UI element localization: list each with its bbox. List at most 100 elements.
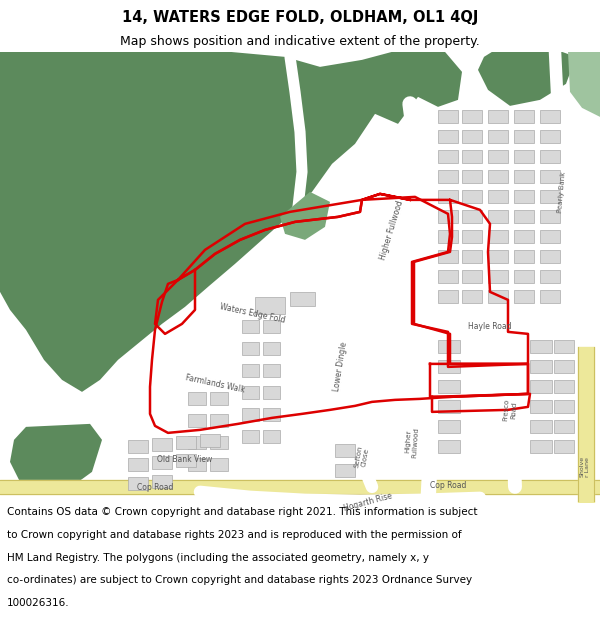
Bar xyxy=(263,320,280,333)
Bar xyxy=(361,502,381,515)
Bar xyxy=(263,342,280,355)
Bar xyxy=(188,392,206,405)
Text: Pearly Bank: Pearly Bank xyxy=(557,171,567,212)
Bar xyxy=(333,502,353,515)
Bar xyxy=(501,502,521,515)
Bar xyxy=(488,270,508,283)
Bar xyxy=(438,290,458,303)
Bar xyxy=(540,170,560,183)
Bar xyxy=(263,386,280,399)
Bar xyxy=(438,170,458,183)
Bar xyxy=(530,360,552,373)
Text: Old Bank View: Old Bank View xyxy=(157,456,212,464)
Bar xyxy=(529,502,549,515)
Bar xyxy=(540,290,560,303)
Bar xyxy=(438,150,458,163)
Bar xyxy=(438,380,460,393)
Bar xyxy=(488,230,508,243)
Text: Cop Road: Cop Road xyxy=(430,481,466,491)
Text: Hogarth Rise: Hogarth Rise xyxy=(343,491,393,512)
Bar xyxy=(488,250,508,263)
Bar xyxy=(242,364,259,377)
Polygon shape xyxy=(0,52,462,392)
Bar xyxy=(438,270,458,283)
Bar xyxy=(514,230,534,243)
Bar xyxy=(242,408,259,421)
Bar xyxy=(514,150,534,163)
Bar xyxy=(152,438,172,451)
Bar xyxy=(263,364,280,377)
Bar xyxy=(438,130,458,143)
Bar xyxy=(188,458,206,471)
Bar xyxy=(514,170,534,183)
Bar xyxy=(462,210,482,223)
Bar xyxy=(554,420,574,433)
Bar xyxy=(540,230,560,243)
Text: Cop Road: Cop Road xyxy=(137,483,173,492)
Bar xyxy=(540,150,560,163)
Bar xyxy=(438,420,460,433)
Bar xyxy=(438,110,458,123)
Text: Hayle Road: Hayle Road xyxy=(468,322,512,331)
Bar xyxy=(438,440,460,453)
Bar xyxy=(514,250,534,263)
Bar xyxy=(263,408,280,421)
Text: co-ordinates) are subject to Crown copyright and database rights 2023 Ordnance S: co-ordinates) are subject to Crown copyr… xyxy=(7,576,472,586)
Bar xyxy=(488,150,508,163)
Bar xyxy=(462,150,482,163)
Bar xyxy=(488,110,508,123)
Bar xyxy=(210,458,228,471)
Bar xyxy=(210,392,228,405)
Bar xyxy=(540,210,560,223)
Bar xyxy=(530,400,552,413)
Bar xyxy=(554,380,574,393)
Bar xyxy=(554,400,574,413)
Bar xyxy=(514,110,534,123)
Bar xyxy=(462,230,482,243)
Bar xyxy=(188,414,206,427)
Text: Lower Dingle: Lower Dingle xyxy=(332,341,349,392)
Bar xyxy=(530,340,552,353)
Bar xyxy=(128,477,148,490)
Bar xyxy=(540,190,560,203)
Bar xyxy=(462,110,482,123)
Text: Sholve
r Lane: Sholve r Lane xyxy=(580,456,590,478)
Bar xyxy=(488,210,508,223)
Bar xyxy=(438,400,460,413)
Bar xyxy=(438,230,458,243)
Bar xyxy=(335,444,355,457)
Text: Farmlands Walk: Farmlands Walk xyxy=(184,373,245,394)
Polygon shape xyxy=(10,424,102,492)
Bar xyxy=(255,297,285,314)
Polygon shape xyxy=(568,52,600,117)
Polygon shape xyxy=(280,192,330,240)
Bar xyxy=(242,342,259,355)
Bar xyxy=(152,456,172,469)
Text: Fresco
Road: Fresco Road xyxy=(503,398,517,421)
Bar xyxy=(462,170,482,183)
Bar xyxy=(335,464,355,477)
Bar xyxy=(128,440,148,453)
Bar xyxy=(488,190,508,203)
Text: Map shows position and indicative extent of the property.: Map shows position and indicative extent… xyxy=(120,35,480,48)
Bar xyxy=(200,434,220,447)
Bar xyxy=(176,436,196,449)
Text: 100026316.: 100026316. xyxy=(7,598,70,608)
Bar xyxy=(540,270,560,283)
Bar xyxy=(242,320,259,333)
Bar xyxy=(514,270,534,283)
Bar xyxy=(305,502,325,515)
Bar xyxy=(530,380,552,393)
Bar xyxy=(417,502,437,515)
Bar xyxy=(514,130,534,143)
Bar xyxy=(263,430,280,443)
Bar xyxy=(540,130,560,143)
Bar xyxy=(438,250,458,263)
Bar xyxy=(530,420,552,433)
Text: Higher Fullwood: Higher Fullwood xyxy=(379,199,406,261)
Bar xyxy=(488,130,508,143)
Bar xyxy=(514,210,534,223)
Bar xyxy=(488,290,508,303)
Bar xyxy=(242,430,259,443)
Text: Higher
Fullwood: Higher Fullwood xyxy=(404,426,419,458)
